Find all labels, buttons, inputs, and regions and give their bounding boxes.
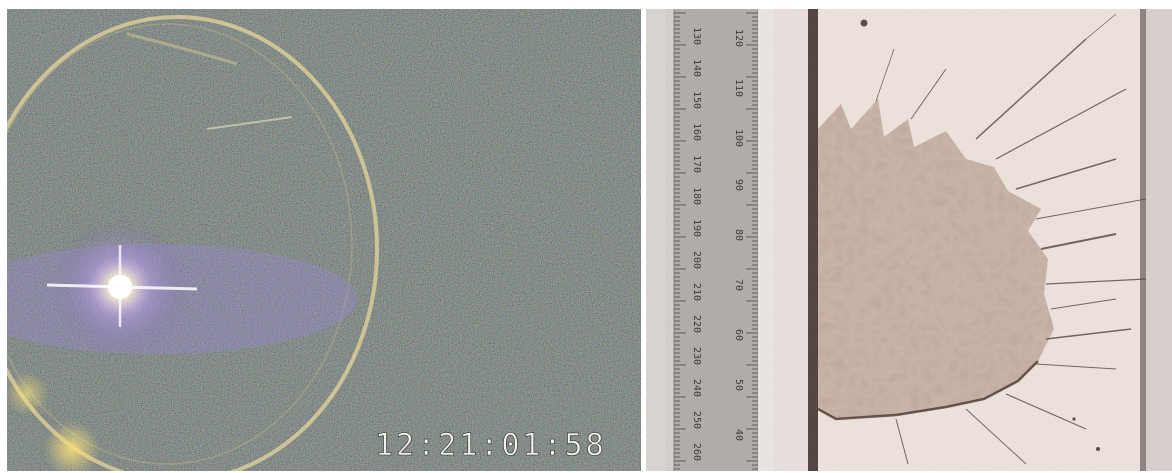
- lamp-glow: [44, 421, 100, 471]
- specimen-photo-canvas: 130 140 150 160 170 180 190 200 210 220 230 240 250 2…: [646, 9, 1172, 471]
- ruler-label: 130: [691, 27, 702, 45]
- specimen-photo-image: 130 140 150 160 170 180 190 200 210 220 230 240 250 2…: [646, 9, 1172, 471]
- ruler-label: 180: [691, 187, 702, 205]
- ruler-label: 140: [691, 59, 702, 77]
- ruler-label: 150: [691, 91, 702, 109]
- ruler-label: 110: [733, 79, 744, 97]
- ruler-label: 230: [691, 347, 702, 365]
- ruler-label: 260: [691, 443, 702, 461]
- ruler-label: 60: [733, 329, 744, 341]
- ruler-label: 160: [691, 123, 702, 141]
- ruler-label: 50: [733, 379, 744, 391]
- ruler-label: 80: [733, 229, 744, 241]
- video-frame-canvas: 12:21:01:58: [7, 9, 641, 471]
- video-frame-image: 12:21:01:58: [7, 9, 641, 471]
- ruler-label: 210: [691, 283, 702, 301]
- ruler-label: 220: [691, 315, 702, 333]
- ruler-label: 40: [733, 429, 744, 441]
- ruler-label: 90: [733, 179, 744, 191]
- ejecta-streaks: [860, 13, 1147, 465]
- ruler-label: 200: [691, 251, 702, 269]
- ruler-label: 70: [733, 279, 744, 291]
- ruler-label: 240: [691, 379, 702, 397]
- ruler-label: 100: [733, 129, 744, 147]
- ruler-label: 250: [691, 411, 702, 429]
- ruler-label: 170: [691, 155, 702, 173]
- video-timestamp: 12:21:01:58: [375, 428, 607, 463]
- ruler-label: 190: [691, 219, 702, 237]
- ruler: 130 140 150 160 170 180 190 200 210 220 230 240 250 2…: [673, 9, 759, 471]
- ruler-label: 120: [733, 29, 744, 47]
- window-ring: [7, 15, 379, 471]
